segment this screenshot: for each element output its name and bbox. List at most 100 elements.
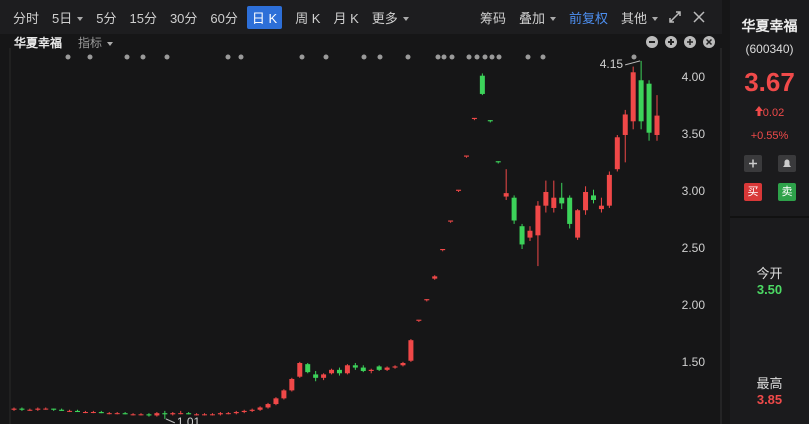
toolbar-item[interactable]: 前复权: [568, 10, 608, 26]
candle-body: [98, 412, 104, 414]
toolbar-item[interactable]: 更多: [372, 8, 409, 27]
toolbar-item[interactable]: 筹码: [479, 10, 506, 26]
candle-body: [67, 410, 73, 412]
subbar: 华夏幸福 指标: [0, 34, 722, 50]
toolbar-item[interactable]: 15分: [129, 10, 157, 26]
candle-body: [35, 408, 41, 410]
candle-body: [297, 363, 303, 377]
candle-body: [233, 412, 239, 414]
candle-body: [424, 299, 430, 301]
candle-body: [178, 413, 184, 415]
candle-body: [646, 83, 652, 133]
candle-body: [217, 413, 223, 415]
candle-body: [281, 390, 287, 399]
candle-body: [27, 409, 33, 411]
candle-body: [630, 72, 636, 122]
indicator-menu[interactable]: 指标: [78, 34, 113, 51]
candle-body: [154, 413, 160, 416]
candle-body: [432, 276, 438, 279]
candle-body: [241, 410, 247, 413]
toolbar-item[interactable]: 周 K: [295, 10, 321, 26]
candle-body: [614, 137, 620, 170]
side-panel: 华夏幸福 (600340) 3.67 0.02 +0.55% 买 卖 今开 3.…: [730, 0, 809, 424]
toolbar-item[interactable]: 5分: [96, 10, 117, 26]
candle-body: [321, 374, 327, 378]
chart: 1.50 2.00 2.50 3.00 3.50 4.00 4.15 1.01: [9, 48, 722, 424]
toolbar: 分时 5日 5分 15分 30分 60分日 K 周 K 月 K 更多 筹码 叠加 前复权 其他: [0, 0, 722, 34]
candle-body: [638, 80, 644, 122]
candle-body: [75, 410, 81, 413]
toolbar-item[interactable]: 叠加: [519, 8, 556, 27]
toolbar-item[interactable]: 月 K: [333, 10, 359, 26]
candle-body: [209, 414, 215, 416]
candle-body: [606, 174, 612, 206]
candle-body: [400, 363, 406, 366]
y-tick-label: 3.00: [682, 184, 706, 198]
open-value: 3.50: [756, 282, 783, 297]
candle-body: [329, 369, 335, 374]
candle-body: [138, 414, 144, 416]
change: 0.02: [762, 107, 785, 119]
candle-body: [368, 369, 374, 371]
candle-body: [51, 408, 57, 410]
candle-body: [305, 364, 311, 373]
high-label: 最高: [756, 376, 783, 391]
candle-body: [448, 220, 454, 222]
event-dots: [65, 54, 637, 60]
toolbar-item[interactable]: 5日: [52, 8, 83, 27]
candle-body: [590, 195, 596, 200]
sell-button[interactable]: 卖: [778, 183, 796, 201]
high-value: 3.85: [756, 392, 783, 407]
buy-button[interactable]: 买: [744, 183, 762, 201]
candle-body: [559, 197, 565, 204]
candle-body: [265, 404, 271, 408]
candle-body: [273, 398, 279, 405]
candle-body: [249, 409, 255, 411]
y-tick-label: 4.00: [682, 70, 706, 84]
price: 3.67: [744, 67, 795, 97]
toolbar-item[interactable]: 其他: [621, 8, 658, 27]
candle-body: [336, 369, 342, 374]
toolbar-icons[interactable]: [668, 10, 716, 24]
candle-body: [416, 319, 422, 321]
candle-body: [598, 205, 604, 210]
candle-body: [527, 230, 533, 238]
candle-body: [146, 414, 152, 416]
candle-body: [344, 365, 350, 374]
candle-body: [43, 408, 49, 410]
candle-body: [622, 114, 628, 135]
up-arrow: [754, 106, 763, 116]
side-code: (600340): [745, 42, 794, 56]
candle-body: [225, 413, 231, 415]
tool-icons[interactable]: [744, 155, 809, 173]
candle-body: [289, 378, 295, 391]
candle-body: [170, 413, 176, 415]
candle-body: [11, 408, 17, 410]
candle-body: [313, 374, 319, 378]
candle-body: [360, 367, 366, 371]
candle-body: [19, 408, 25, 410]
candle-body: [257, 407, 263, 410]
toolbar-item[interactable]: 日 K: [246, 5, 283, 29]
candle-body: [194, 414, 200, 416]
candle-body: [376, 366, 382, 370]
toolbar-item[interactable]: 60分: [210, 10, 238, 26]
candle-body: [495, 161, 501, 163]
toolbar-item[interactable]: 分时: [13, 10, 40, 26]
candle-body: [519, 226, 525, 245]
y-tick-label: 3.50: [682, 127, 706, 141]
candle-body: [575, 210, 581, 238]
annotation-label: 1.01: [177, 415, 201, 424]
annotation-arrow: [624, 60, 641, 66]
candle-body: [440, 248, 446, 251]
candle-body: [408, 340, 414, 361]
candle-body: [583, 191, 589, 211]
window-icons: [646, 36, 715, 48]
y-tick-label: 1.50: [682, 355, 706, 369]
toolbar-item[interactable]: 30分: [169, 10, 198, 26]
candle-body: [106, 413, 112, 415]
candle-body: [384, 367, 390, 370]
y-tick-label: 2.50: [682, 241, 706, 255]
candle-body: [543, 191, 549, 206]
